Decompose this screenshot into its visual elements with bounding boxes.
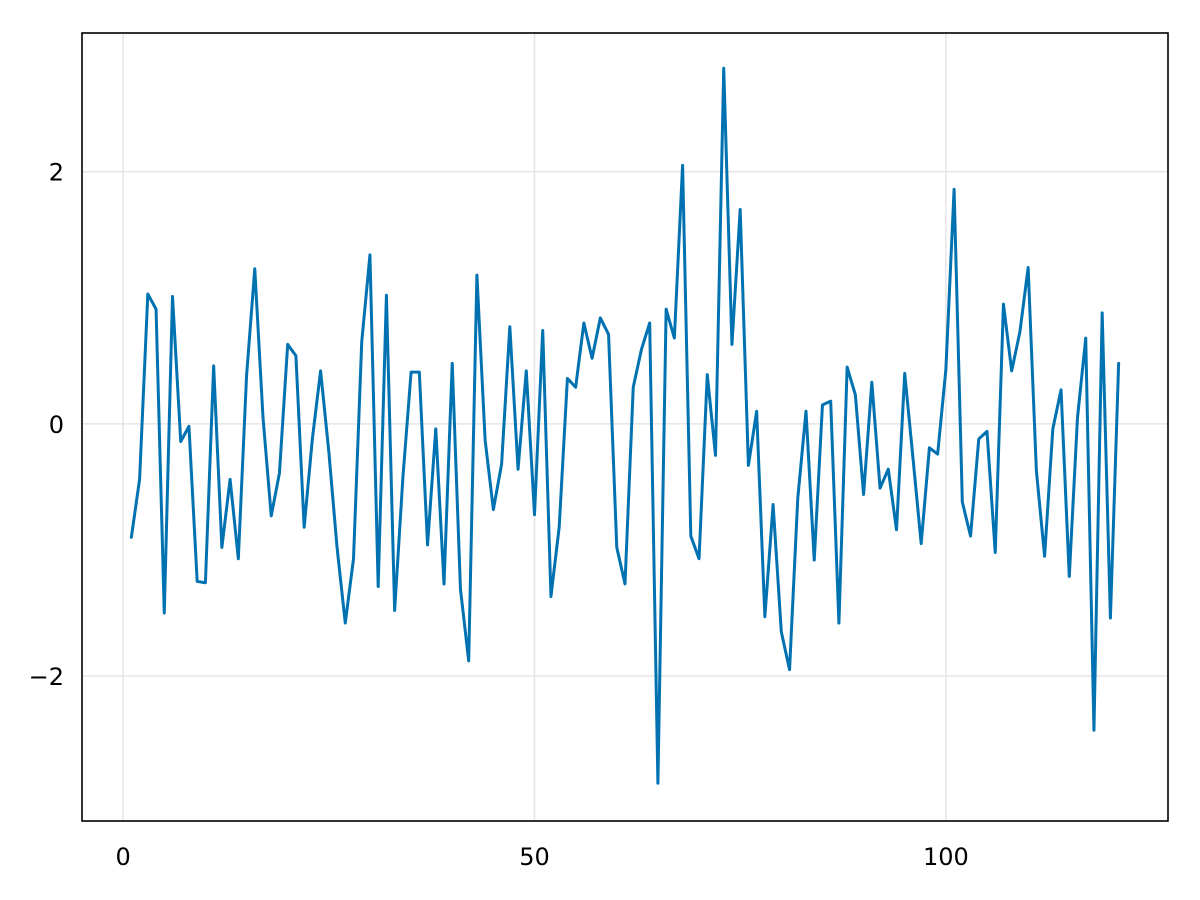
- y-tick-label: −2: [29, 663, 64, 691]
- y-tick-label: 0: [49, 411, 64, 439]
- x-tick-label: 100: [923, 843, 969, 871]
- x-tick-label: 0: [115, 843, 130, 871]
- y-tick-label: 2: [49, 159, 64, 187]
- x-tick-label: 50: [519, 843, 550, 871]
- plot-frame: [81, 32, 1169, 822]
- series-line-0: [129, 66, 1121, 785]
- tick-labels: 0 50 100 −2 0 2: [29, 159, 969, 871]
- series-layer: [129, 66, 1121, 785]
